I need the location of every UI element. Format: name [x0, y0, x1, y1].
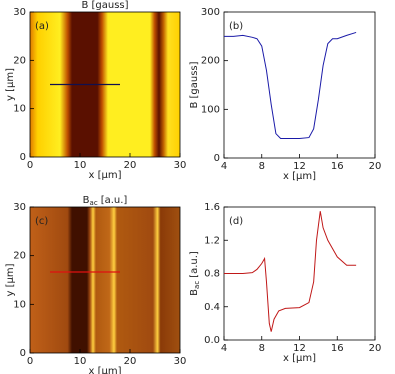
panel-title-main: B [gauss] [81, 0, 128, 11]
y-tick-label: 200 [201, 56, 220, 67]
y-tick-label: 1.6 [204, 202, 220, 213]
y-axis-label: y [μm] [5, 263, 16, 296]
y-tick-label: 10 [13, 299, 26, 310]
y-tick-label: 10 [13, 104, 26, 115]
y-axis-label: y [μm] [5, 68, 16, 101]
panel-title: Bac [a.u.] [83, 195, 128, 207]
x-tick-label: 20 [124, 160, 137, 171]
x-axis-label: x [μm] [283, 353, 316, 364]
panel-label: (d) [229, 216, 243, 227]
y-tick-label: 100 [201, 104, 220, 115]
x-tick-label: 20 [369, 343, 382, 354]
data-line [224, 31, 357, 140]
field-image [30, 207, 180, 353]
y-axis-label-suffix: [a.u.] [189, 251, 200, 278]
y-tick-label: 0 [214, 153, 220, 164]
panel-label: (b) [229, 21, 243, 32]
y-tick-label: 0.8 [204, 269, 220, 280]
x-tick-label: 30 [174, 160, 187, 171]
plot-frame [29, 206, 181, 354]
x-axis-label: x [μm] [88, 366, 121, 374]
y-axis-label-sub: ac [193, 281, 201, 289]
y-tick-label: 0.0 [204, 335, 220, 346]
y-tick-label: 30 [13, 202, 26, 213]
x-tick-label: 0 [27, 160, 33, 171]
y-axis-label: Bac [a.u.] [189, 251, 201, 296]
y-axis-label-main: B [189, 289, 200, 296]
y-tick-label: 0.4 [204, 302, 220, 313]
panel-label: (c) [35, 216, 48, 227]
y-tick-label: 0 [20, 348, 26, 359]
panel-title: B [gauss] [81, 0, 128, 11]
panel-title-suffix: [a.u.] [101, 195, 128, 206]
y-tick-label: 20 [13, 55, 26, 66]
x-tick-label: 0 [27, 356, 33, 367]
y-tick-label: 30 [13, 7, 26, 18]
y-tick-label: 0 [20, 152, 26, 163]
plot-frame [29, 11, 181, 158]
y-axis-label-main: B [gauss] [189, 61, 200, 108]
x-tick-label: 8 [259, 343, 265, 354]
x-tick-label: 20 [124, 356, 137, 367]
y-axis-label: B [gauss] [189, 61, 200, 108]
x-tick-label: 12 [293, 161, 306, 172]
y-axis-label-main: y [μm] [5, 263, 16, 296]
x-axis-label: x [μm] [88, 170, 121, 181]
x-tick-label: 10 [74, 160, 87, 171]
data-line [224, 211, 357, 332]
x-tick-label: 16 [331, 343, 344, 354]
x-tick-label: 12 [293, 343, 306, 354]
y-tick-label: 300 [201, 7, 220, 18]
x-tick-label: 10 [74, 356, 87, 367]
y-axis-label-main: y [μm] [5, 68, 16, 101]
panel-label: (a) [35, 21, 49, 32]
x-tick-label: 4 [221, 343, 227, 354]
y-tick-label: 1.2 [204, 235, 220, 246]
x-tick-label: 30 [174, 356, 187, 367]
x-tick-label: 16 [331, 161, 344, 172]
x-tick-label: 8 [259, 161, 265, 172]
x-axis-label: x [μm] [283, 171, 316, 182]
x-tick-label: 20 [369, 161, 382, 172]
panel-title-sub: ac [90, 199, 98, 207]
y-tick-label: 20 [13, 251, 26, 262]
panel-title-main: B [83, 195, 90, 206]
x-tick-label: 4 [221, 161, 227, 172]
